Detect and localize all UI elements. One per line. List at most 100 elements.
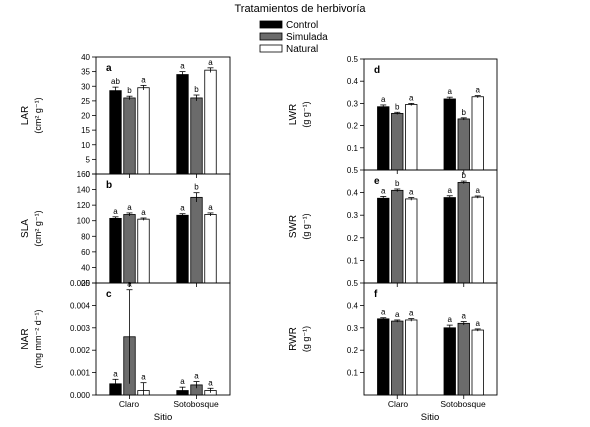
bar-f-control [377, 318, 390, 396]
significance-letter-e: b [395, 179, 400, 188]
y-tick-label-a: 25 [81, 97, 90, 106]
x-axis-title-right: Sitio [421, 412, 439, 423]
legend-swatch-control [259, 20, 283, 29]
y-tick-label-e: 0.3 [347, 211, 359, 220]
y-axis-title-b: SLA [20, 219, 31, 238]
y-axis-title-a: LAR [20, 106, 31, 125]
panel-letter-c: c [106, 289, 112, 300]
significance-letter-d: a [448, 87, 453, 96]
panel-letter-a: a [106, 63, 112, 74]
y-tick-label-a: 10 [81, 141, 90, 150]
y-tick-label-d: 0.3 [347, 99, 359, 108]
y-tick-label-a: 35 [81, 68, 90, 77]
y-tick-label-a: 30 [81, 82, 90, 91]
significance-letter-a: a [141, 75, 146, 84]
bar-e-control [377, 197, 390, 284]
y-tick-label-d: 0.1 [347, 144, 359, 153]
bar-d-control [377, 106, 390, 171]
legend-swatch-simulada [259, 32, 283, 41]
y-tick-label-a: 40 [81, 53, 90, 62]
bar-a-natural [137, 87, 150, 175]
significance-letter-d: b [462, 108, 467, 117]
bar-d-control [443, 98, 456, 171]
y-tick-label-d: 0.5 [347, 55, 359, 64]
y-axis-title-d: LWR [288, 104, 299, 125]
panel-frame-c [95, 282, 231, 396]
legend-label-simulada: Simulada [286, 32, 328, 43]
y-tick-label-b: 120 [77, 201, 91, 210]
bar-e-simulada [457, 182, 470, 284]
y-tick-label-a: 20 [81, 112, 90, 121]
significance-letter-f: a [448, 315, 453, 324]
significance-letter-a: b [194, 85, 199, 94]
significance-letter-f: a [381, 308, 386, 317]
legend-label-control: Control [286, 20, 318, 31]
bar-a-simulada [123, 97, 136, 175]
y-tick-label-d: 0.2 [347, 122, 359, 131]
significance-letter-c: a [180, 377, 185, 386]
y-axis-unit-e: (g g⁻¹) [301, 213, 311, 239]
y-tick-label-f: 0.2 [347, 346, 359, 355]
bar-f-natural [471, 329, 484, 396]
bar-f-control [443, 327, 456, 396]
y-tick-label-c: 0.003 [70, 324, 91, 333]
y-tick-label-d: 0.4 [347, 77, 359, 86]
bar-a-control [176, 74, 189, 175]
y-axis-unit-f: (g g⁻¹) [301, 326, 311, 352]
significance-letter-c: a [141, 373, 146, 382]
y-tick-label-b: 60 [81, 248, 90, 257]
y-tick-label-c: 0.005 [70, 279, 91, 288]
y-axis-unit-a: (cm² g⁻¹) [33, 97, 43, 133]
y-tick-label-c: 0.002 [70, 346, 91, 355]
x-tick-sotobosque-right: Sotobosque [440, 399, 486, 409]
y-tick-label-e: 0.4 [347, 189, 359, 198]
y-tick-label-f: 0.4 [347, 301, 359, 310]
legend-swatch-natural [259, 44, 283, 53]
y-axis-unit-b: (cm² g⁻¹) [33, 210, 43, 246]
significance-letter-d: a [381, 95, 386, 104]
significance-letter-e: a [409, 188, 414, 197]
y-tick-label-a: 15 [81, 126, 90, 135]
significance-letter-b: a [180, 204, 185, 213]
significance-letter-a: a [208, 58, 213, 67]
x-tick-claro-right: Claro [388, 399, 409, 409]
y-axis-unit-c: (mg mm⁻² d⁻¹) [33, 310, 43, 369]
significance-letter-b: b [194, 183, 199, 192]
bar-d-simulada [391, 112, 404, 171]
y-tick-label-c: 0.001 [70, 369, 91, 378]
bar-d-natural [405, 104, 418, 171]
y-tick-label-c: 0.004 [70, 301, 91, 310]
panel-c: 0.000 0.001 0.002 0.003 0.004 0.005 c NAR (mg mm… [20, 279, 231, 400]
significance-letter-c: a [208, 378, 213, 387]
y-tick-label-a: 0 [86, 170, 91, 179]
significance-letter-b: a [113, 207, 118, 216]
y-tick-label-e: 0.1 [347, 256, 359, 265]
y-tick-label-f: 0.3 [347, 324, 359, 333]
bar-b-natural [204, 214, 217, 284]
x-tick-sotobosque-left: Sotobosque [173, 399, 219, 409]
significance-letter-d: b [395, 102, 400, 111]
significance-letter-b: a [127, 203, 132, 212]
x-axis-title-left: Sitio [154, 412, 172, 423]
y-tick-label-b: 20 [81, 279, 90, 288]
y-tick-label-b: 100 [77, 217, 91, 226]
significance-letter-e: a [448, 186, 453, 195]
bar-e-control [443, 197, 456, 284]
bar-e-natural [405, 198, 418, 284]
significance-letter-a: ab [111, 77, 120, 86]
significance-letter-f: a [476, 319, 481, 328]
significance-letter-e: b [462, 171, 467, 180]
bar-b-control [109, 217, 122, 284]
x-tick-claro-left: Claro [119, 399, 140, 409]
significance-letter-e: a [381, 186, 386, 195]
bar-b-natural [137, 218, 150, 284]
bar-a-simulada [190, 97, 203, 175]
significance-letter-e: a [476, 186, 481, 195]
bar-d-natural [471, 96, 484, 171]
y-tick-label-f: 0.5 [347, 279, 359, 288]
